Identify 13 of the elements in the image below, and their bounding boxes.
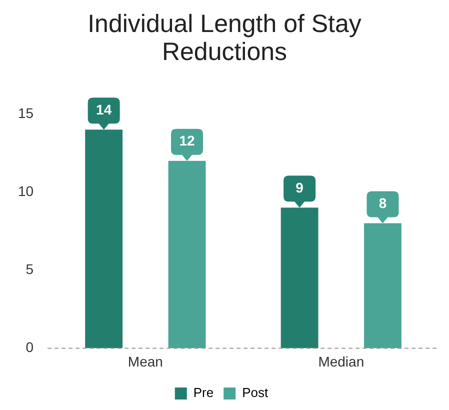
x-tick-label: Mean (128, 353, 163, 370)
legend-label: Post (242, 385, 269, 400)
y-tick-label: 10 (18, 182, 34, 199)
y-tick-label: 0 (26, 339, 34, 356)
data-label: 14 (96, 101, 112, 118)
y-tick-label: 15 (18, 104, 34, 121)
data-label: 8 (378, 195, 387, 212)
y-tick-label: 5 (26, 260, 34, 277)
x-tick-label: Median (318, 353, 364, 370)
legend-label: Pre (193, 385, 214, 400)
chart-title: Individual Length of Stay Reductions (86, 10, 362, 68)
data-label: 9 (296, 180, 304, 196)
data-label: 12 (179, 132, 196, 149)
